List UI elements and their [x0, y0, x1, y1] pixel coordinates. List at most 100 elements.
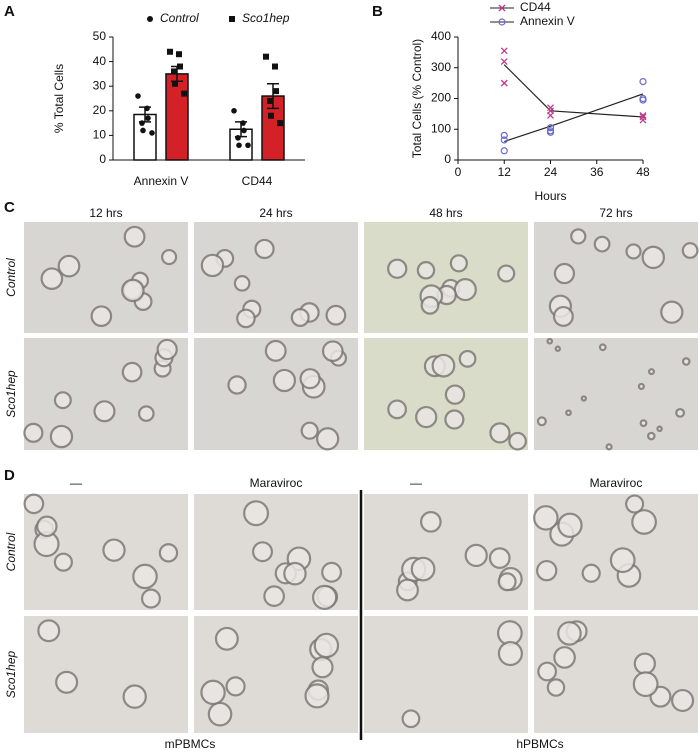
cell: [647, 368, 655, 376]
cell: [122, 684, 147, 709]
data-point: [236, 142, 242, 149]
y-tick-label: 400: [431, 29, 451, 43]
cell: [660, 300, 684, 324]
cell: [580, 395, 587, 402]
cell: [557, 512, 583, 538]
column-label: 12 hrs: [89, 206, 122, 220]
cell: [102, 538, 126, 562]
panel-letter: B: [372, 3, 383, 20]
cell: [401, 709, 421, 729]
y-axis-label: % Total Cells: [52, 64, 66, 133]
cell: [304, 683, 330, 709]
cell: [132, 563, 158, 590]
cell: [53, 552, 73, 572]
cell: [121, 361, 143, 383]
cell: [158, 543, 179, 563]
cell: [552, 305, 574, 327]
cell: [488, 547, 511, 569]
data-point: [241, 127, 247, 134]
cell: [557, 621, 582, 646]
data-point: [181, 90, 187, 97]
data-point: [144, 105, 150, 112]
y-tick-label: 100: [431, 121, 451, 135]
data-point: [639, 77, 647, 86]
cell: [40, 267, 64, 291]
cell: [254, 238, 275, 260]
y-tick-label: 20: [93, 103, 107, 117]
data-point: [272, 63, 278, 70]
data-point: [500, 47, 508, 55]
cell: [675, 407, 686, 418]
cell: [57, 254, 81, 278]
cell: [214, 626, 239, 651]
cell: [161, 248, 178, 266]
cell: [453, 278, 477, 302]
cell: [263, 585, 285, 607]
cell: [647, 431, 656, 441]
x-tick-label: 48: [636, 165, 650, 179]
cell: [264, 339, 287, 362]
cell: [546, 337, 554, 345]
panel-letter: D: [4, 467, 15, 484]
cell: [497, 640, 523, 667]
cell: [533, 505, 559, 531]
cell: [553, 262, 576, 285]
column-label: Maraviroc: [250, 476, 303, 490]
data-point: [273, 88, 279, 95]
cell: [553, 646, 576, 669]
cell: [316, 427, 340, 451]
cell: [639, 419, 648, 428]
data-point: [547, 104, 554, 112]
column-label: Maraviroc: [590, 476, 643, 490]
cell: [508, 431, 527, 451]
cell: [637, 382, 645, 390]
cell: [90, 305, 113, 327]
cell: [458, 349, 477, 368]
legend-label: CD44: [520, 0, 551, 14]
y-tick-label: 10: [93, 128, 107, 142]
data-point: [267, 97, 273, 104]
cell: [321, 561, 343, 583]
cell: [536, 559, 558, 582]
series-line: [503, 64, 644, 118]
panel-letter: A: [4, 3, 15, 20]
row-label: Sco1hep: [4, 370, 18, 418]
cell: [312, 584, 338, 611]
data-point: [263, 53, 269, 60]
cell: [536, 416, 547, 427]
panel-letter: C: [4, 199, 15, 216]
cell: [681, 242, 699, 259]
cell: [431, 353, 456, 378]
data-point: [171, 68, 177, 75]
cell: [633, 652, 656, 675]
group-label: mPBMCs: [165, 737, 216, 751]
data-point: [139, 120, 145, 126]
data-point: [167, 48, 173, 55]
data-point: [500, 147, 508, 155]
row-label: Sco1hep: [4, 650, 18, 698]
data-point: [135, 93, 141, 99]
cell: [625, 243, 642, 260]
legend-label: Sco1hep: [242, 11, 290, 25]
cell: [236, 308, 256, 329]
cell: [123, 225, 146, 248]
data-point: [177, 63, 183, 70]
bar: [165, 73, 189, 161]
data-point: [245, 142, 251, 149]
data-point: [140, 127, 146, 134]
cell: [243, 500, 270, 527]
data-point: [235, 135, 241, 141]
error-bar: [267, 82, 279, 110]
cell: [593, 235, 611, 253]
cell: [325, 304, 347, 326]
cell: [140, 588, 161, 609]
data-point: [639, 113, 647, 121]
legend-label: Annexin V: [520, 14, 575, 28]
cell: [55, 670, 79, 694]
x-tick-label: 24: [544, 165, 558, 179]
y-tick-label: 200: [431, 91, 451, 105]
cell: [681, 357, 691, 366]
cell: [625, 494, 645, 514]
cell: [252, 541, 273, 563]
